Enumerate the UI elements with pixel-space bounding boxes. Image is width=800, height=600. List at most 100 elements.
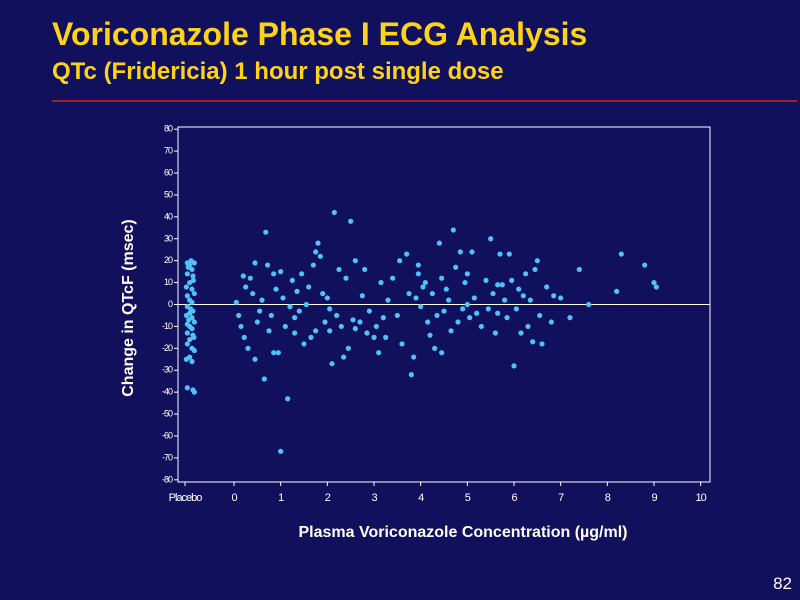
data-point (530, 339, 536, 345)
data-point (263, 229, 269, 235)
data-points (183, 209, 659, 454)
data-point (523, 271, 529, 277)
data-point (495, 310, 501, 316)
data-point (464, 301, 470, 308)
data-point (443, 286, 449, 292)
data-point (299, 271, 305, 277)
data-point (488, 236, 494, 242)
data-point (189, 358, 195, 365)
data-point (453, 264, 459, 270)
data-point (184, 341, 190, 347)
data-point (189, 326, 195, 332)
y-tick-label: 40 (164, 211, 173, 221)
data-point (651, 279, 657, 286)
x-tick-label: 1 (278, 492, 284, 504)
y-tick-label: 30 (164, 233, 173, 243)
data-point (464, 271, 470, 277)
data-point (537, 312, 543, 319)
y-tick-label: 60 (164, 168, 173, 178)
x-tick-label: 10 (696, 492, 707, 504)
title-divider (52, 100, 797, 102)
data-point (364, 330, 370, 336)
data-point (469, 249, 475, 255)
data-point (446, 297, 452, 303)
data-point (520, 293, 526, 299)
data-point (271, 271, 277, 277)
data-point (252, 356, 258, 362)
data-point (250, 290, 256, 297)
slide-number: 82 (773, 574, 792, 593)
data-point (373, 323, 379, 330)
y-tick-label: 0 (168, 299, 173, 309)
data-point (411, 354, 417, 360)
data-point (504, 315, 510, 321)
data-point (322, 319, 328, 325)
data-point (338, 323, 344, 330)
x-tick-label: 3 (371, 492, 377, 504)
data-point (380, 315, 386, 321)
data-point (184, 385, 190, 391)
y-tick-label: 50 (164, 189, 173, 199)
data-point (383, 334, 389, 340)
data-point (348, 218, 354, 224)
data-point (275, 350, 281, 356)
data-point (259, 297, 265, 303)
y-tick-label: -10 (162, 321, 173, 331)
data-point (385, 297, 391, 303)
data-point (490, 290, 496, 297)
data-point (282, 323, 288, 330)
y-tick-label: -70 (162, 452, 173, 462)
data-point (184, 271, 190, 277)
x-tick-label: 6 (511, 492, 517, 504)
data-point (429, 290, 435, 297)
data-point (334, 312, 340, 319)
data-point (243, 284, 249, 290)
data-point (191, 334, 197, 340)
data-point (509, 277, 515, 283)
data-point (294, 288, 300, 294)
data-point (420, 284, 426, 290)
data-point (331, 209, 337, 216)
data-point (252, 260, 258, 266)
data-point (495, 282, 501, 288)
data-point (539, 341, 545, 347)
data-point (485, 306, 491, 312)
data-point (450, 227, 456, 233)
x-tick-label: 0 (231, 492, 237, 504)
data-point (642, 262, 648, 268)
data-point (376, 350, 382, 356)
data-point (278, 269, 284, 275)
x-tick-label: 7 (558, 492, 564, 504)
data-point (268, 312, 274, 319)
y-tick-label: 10 (164, 277, 173, 287)
data-point (289, 277, 295, 283)
y-tick-label: -80 (162, 474, 173, 484)
data-point (436, 240, 442, 246)
data-point (315, 240, 321, 246)
data-point (439, 350, 445, 356)
x-tick-label: 4 (418, 492, 424, 504)
data-point (247, 275, 253, 281)
data-point (478, 323, 484, 330)
data-point (576, 266, 582, 273)
slide-subtitle: QTc (Fridericia) 1 hour post single dose (52, 58, 504, 85)
y-tick-label: -20 (162, 343, 173, 353)
data-point (343, 275, 349, 281)
data-point (362, 266, 368, 273)
data-point (257, 308, 263, 314)
data-point (266, 328, 272, 334)
data-point (415, 271, 421, 277)
data-point (467, 315, 473, 321)
data-point (618, 251, 624, 257)
data-point (352, 326, 358, 332)
data-point (350, 317, 356, 323)
data-point (511, 363, 517, 369)
data-point (306, 284, 312, 290)
data-point (567, 315, 573, 321)
data-point (303, 301, 309, 308)
data-point (460, 306, 466, 312)
data-point (397, 258, 403, 264)
data-point (457, 249, 463, 255)
data-point (188, 306, 194, 312)
